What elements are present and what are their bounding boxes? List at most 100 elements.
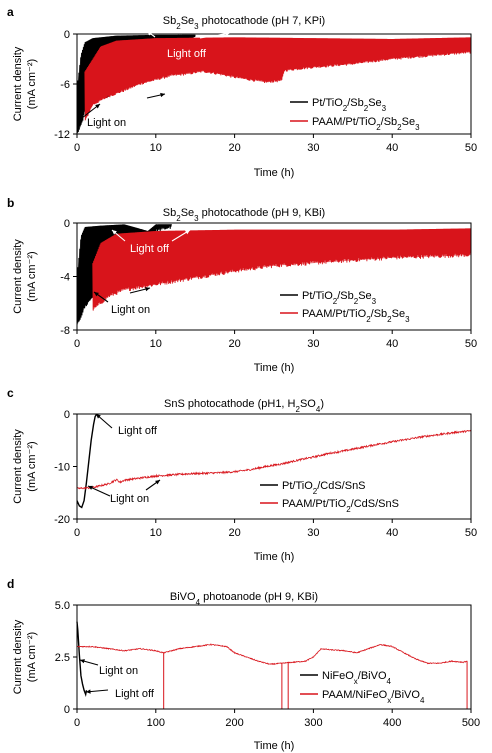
x-tick-label: 200 bbox=[225, 717, 243, 729]
x-tick-label: 400 bbox=[383, 717, 401, 729]
annotation-arrow bbox=[199, 32, 231, 39]
panel-d: d BiVO4 photoanode (pH 9, KBi) 0 100 200 300 4… bbox=[7, 577, 480, 752]
x-tick-label: 0 bbox=[74, 338, 80, 350]
series-2-line bbox=[76, 429, 472, 490]
annotation-label: Light on bbox=[87, 117, 126, 129]
y-axis-label: Current density bbox=[12, 239, 24, 314]
x-tick-label: 10 bbox=[150, 142, 162, 154]
legend-label: Pt/TiO2/CdS/SnS bbox=[282, 480, 366, 496]
y-tick-label: -20 bbox=[54, 514, 70, 526]
x-tick-label: 30 bbox=[307, 142, 319, 154]
x-axis-label: Time (h) bbox=[254, 740, 295, 752]
series-2-band bbox=[84, 37, 471, 122]
x-tick-label: 50 bbox=[465, 527, 477, 539]
annotation-arrowhead bbox=[185, 230, 190, 235]
annotation-label: Light on bbox=[111, 304, 150, 316]
x-tick-label: 40 bbox=[386, 142, 398, 154]
annotation-arrowhead bbox=[80, 659, 85, 664]
series-1-line bbox=[76, 621, 88, 698]
panel-b: b Sb2Se3 photocathode (pH 9, KBi) 0 10 20 30 4… bbox=[7, 196, 477, 374]
series-2-band bbox=[92, 228, 471, 310]
panel-letter: c bbox=[7, 386, 14, 400]
annotation-arrowhead bbox=[147, 31, 152, 36]
annotation-label: Light on bbox=[99, 665, 138, 677]
y-tick-label: 0 bbox=[64, 29, 70, 41]
annotation-label: Light on bbox=[110, 493, 149, 505]
annotation-label: Light off bbox=[115, 688, 155, 700]
annotation-label: Light off bbox=[167, 48, 207, 60]
x-tick-label: 100 bbox=[147, 717, 165, 729]
legend-label: PAAM/Pt/TiO2/Sb2Se3 bbox=[312, 116, 420, 132]
annotation-arrowhead bbox=[95, 104, 100, 109]
annotation-arrowhead bbox=[96, 414, 101, 419]
annotation-arrowhead bbox=[160, 92, 165, 98]
x-tick-label: 0 bbox=[74, 527, 80, 539]
annotation-arrowhead bbox=[145, 286, 150, 292]
annotation-arrowhead bbox=[94, 292, 99, 297]
panel-letter: d bbox=[7, 577, 14, 591]
x-tick-label: 50 bbox=[465, 142, 477, 154]
legend-label: PAAM/NiFeOx/BiVO4 bbox=[322, 689, 425, 705]
panel-letter: b bbox=[7, 196, 14, 210]
x-tick-label: 500 bbox=[462, 717, 480, 729]
series-2-line bbox=[76, 643, 468, 666]
x-axis-label: Time (h) bbox=[254, 551, 295, 563]
panel-letter: a bbox=[7, 5, 14, 19]
legend-label: PAAM/Pt/TiO2/Sb2Se3 bbox=[302, 308, 410, 324]
legend-label: Pt/TiO2/Sb2Se3 bbox=[302, 290, 377, 306]
y-tick-label: 0 bbox=[64, 704, 70, 716]
x-tick-label: 0 bbox=[74, 142, 80, 154]
x-tick-label: 10 bbox=[150, 338, 162, 350]
panel-title: SnS photocathode (pH1, H2SO4) bbox=[164, 398, 324, 414]
legend-label: PAAM/Pt/TiO2/CdS/SnS bbox=[282, 498, 399, 514]
y-axis-label: Current density bbox=[12, 619, 24, 694]
x-tick-label: 40 bbox=[386, 527, 398, 539]
annotation-arrowhead bbox=[225, 31, 230, 36]
y-tick-label: -10 bbox=[54, 462, 70, 474]
y-tick-label: -6 bbox=[60, 79, 70, 91]
panel-title: Sb2Se3 photocathode (pH 9, KBi) bbox=[163, 207, 325, 223]
annotation-arrowhead bbox=[86, 689, 91, 694]
annotation-label: Light off bbox=[118, 425, 158, 437]
x-axis-label: Time (h) bbox=[254, 167, 295, 179]
series-group bbox=[76, 224, 472, 326]
x-tick-label: 30 bbox=[307, 338, 319, 350]
x-tick-label: 20 bbox=[228, 527, 240, 539]
series-1-line bbox=[76, 413, 98, 509]
legend-label: NiFeOx/BiVO4 bbox=[322, 670, 392, 686]
x-tick-label: 50 bbox=[465, 338, 477, 350]
y-tick-label: -8 bbox=[60, 325, 70, 337]
x-tick-label: 10 bbox=[150, 527, 162, 539]
x-tick-label: 0 bbox=[74, 717, 80, 729]
y-axis-unit: (mA cm⁻²) bbox=[26, 251, 38, 301]
y-tick-label: 2.5 bbox=[55, 652, 70, 664]
panel-title: BiVO4 photoanode (pH 9, KBi) bbox=[170, 591, 318, 607]
y-tick-label: -12 bbox=[54, 129, 70, 141]
x-tick-label: 20 bbox=[228, 338, 240, 350]
panel-a: a Sb2Se3 photocathode (pH 7, KPi) 0 10 20 30 4… bbox=[7, 5, 477, 179]
panel-c: c SnS photocathode (pH1, H2SO4) 0 10 20 30 40 5… bbox=[7, 386, 477, 563]
panel-title: Sb2Se3 photocathode (pH 7, KPi) bbox=[163, 15, 325, 31]
annotation-label: Light off bbox=[130, 243, 170, 255]
series-group bbox=[76, 621, 468, 709]
y-tick-label: 0 bbox=[64, 218, 70, 230]
annotation-arrowhead bbox=[155, 480, 160, 485]
y-axis-unit: (mA cm⁻²) bbox=[26, 59, 38, 109]
y-axis-label: Current density bbox=[12, 429, 24, 504]
y-axis-label: Current density bbox=[12, 46, 24, 121]
y-tick-label: 5.0 bbox=[55, 600, 70, 612]
x-tick-label: 40 bbox=[386, 338, 398, 350]
y-axis-unit: (mA cm⁻²) bbox=[26, 632, 38, 682]
series-group bbox=[76, 413, 472, 509]
y-tick-label: 0 bbox=[64, 409, 70, 421]
annotation-arrowhead bbox=[88, 485, 93, 490]
series-group bbox=[76, 34, 472, 135]
legend-label: Pt/TiO2/Sb2Se3 bbox=[312, 97, 387, 113]
y-tick-label: -4 bbox=[60, 272, 70, 284]
annotation-arrowhead bbox=[112, 230, 117, 235]
x-tick-label: 30 bbox=[307, 527, 319, 539]
x-tick-label: 300 bbox=[304, 717, 322, 729]
x-tick-label: 20 bbox=[228, 142, 240, 154]
x-axis-label: Time (h) bbox=[254, 362, 295, 374]
